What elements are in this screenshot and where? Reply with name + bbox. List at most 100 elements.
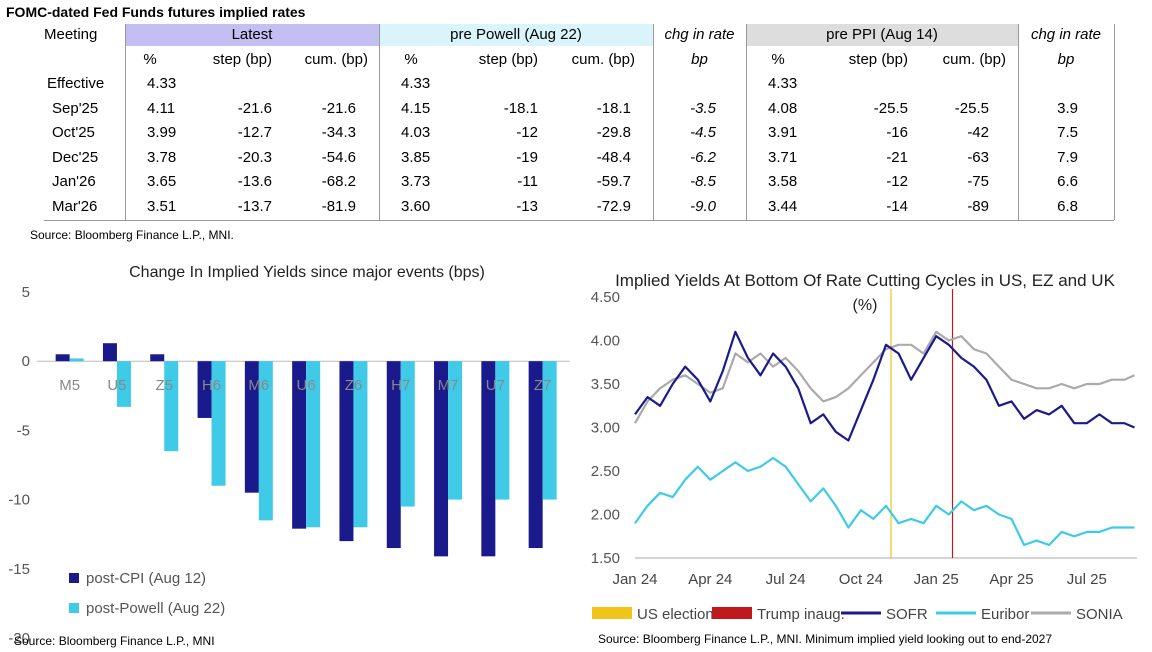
legend-swatch bbox=[69, 573, 79, 583]
table-cell: -18.1 bbox=[596, 99, 631, 117]
column-header: % bbox=[771, 51, 785, 68]
table-cell: -12 bbox=[516, 124, 538, 141]
table-cell: 4.08 bbox=[768, 99, 798, 117]
column-header: bp bbox=[691, 51, 708, 68]
table-cell: -4.5 bbox=[690, 124, 716, 141]
x-tick-label: Oct 24 bbox=[839, 571, 883, 588]
y-tick-label: 4.50 bbox=[591, 289, 620, 306]
line-chart: Implied Yields At Bottom Of Rate Cutting… bbox=[591, 271, 1137, 623]
x-tick-label: H6 bbox=[202, 377, 221, 394]
bar bbox=[528, 361, 543, 549]
table-cell: -81.9 bbox=[321, 197, 356, 215]
x-tick-label: Apr 25 bbox=[989, 571, 1033, 588]
table-cell: 3.85 bbox=[401, 148, 431, 166]
line-chart-title: Implied Yields At Bottom Of Rate Cutting… bbox=[615, 271, 1115, 290]
x-tick-label: M7 bbox=[438, 377, 459, 394]
bar bbox=[434, 361, 449, 557]
bar bbox=[69, 358, 84, 362]
table-cell: -8.5 bbox=[690, 173, 716, 190]
table-cell: 3.78 bbox=[147, 148, 177, 166]
legend-swatch bbox=[592, 607, 632, 619]
y-tick-label: 2.50 bbox=[591, 463, 620, 480]
column-header: cum. (bp) bbox=[304, 51, 368, 68]
y-tick-label: 2.00 bbox=[591, 507, 620, 524]
legend-label: SONIA bbox=[1076, 606, 1123, 623]
y-tick-label: 4.00 bbox=[591, 333, 620, 350]
column-header: cum. (bp) bbox=[942, 51, 1006, 68]
y-tick-label: -5 bbox=[17, 422, 30, 439]
legend-label: post-Powell (Aug 22) bbox=[86, 600, 225, 617]
row-meeting: Oct'25 bbox=[52, 124, 95, 141]
x-tick-label: Z7 bbox=[534, 377, 552, 394]
table-cell: -72.9 bbox=[596, 197, 631, 215]
legend-label: US election bbox=[637, 606, 714, 623]
table-cell: 3.44 bbox=[768, 197, 798, 215]
bar bbox=[400, 361, 415, 507]
table-cell: -14 bbox=[886, 197, 908, 215]
x-tick-label: Jul 24 bbox=[766, 571, 806, 588]
column-header: cum. (bp) bbox=[571, 51, 635, 68]
y-tick-label: -20 bbox=[8, 630, 30, 647]
bar bbox=[197, 361, 212, 418]
line-chart-source: Source: Bloomberg Finance L.P., MNI. Min… bbox=[598, 632, 1053, 646]
series-line bbox=[634, 456, 1135, 547]
column-header: % bbox=[143, 51, 157, 68]
x-tick-label: Jul 25 bbox=[1067, 571, 1107, 588]
x-tick-label: Z6 bbox=[345, 377, 363, 394]
table-cell: -18.1 bbox=[503, 99, 538, 117]
x-tick-label: M5 bbox=[59, 377, 80, 394]
y-tick-label: 3.00 bbox=[591, 420, 620, 437]
bar bbox=[102, 343, 117, 362]
y-tick-label: -15 bbox=[8, 561, 30, 578]
x-tick-label: U6 bbox=[297, 377, 316, 394]
x-tick-label: Apr 24 bbox=[688, 571, 732, 588]
table-cell: -48.4 bbox=[596, 148, 631, 166]
bar-chart-title: Change In Implied Yields since major eve… bbox=[129, 264, 485, 281]
table-cell: -89 bbox=[967, 197, 989, 215]
table-cell: -59.7 bbox=[596, 173, 631, 190]
separator bbox=[746, 24, 747, 220]
bar bbox=[258, 361, 273, 521]
separator bbox=[379, 24, 380, 220]
column-header: % bbox=[404, 51, 418, 68]
table-cell: -29.8 bbox=[596, 124, 631, 141]
table-cell: -12.7 bbox=[237, 124, 272, 141]
bar bbox=[353, 361, 368, 528]
legend-swatch bbox=[712, 607, 752, 619]
row-meeting: Mar'26 bbox=[52, 197, 98, 215]
group-header-prepowell: pre Powell (Aug 22) bbox=[450, 26, 582, 43]
table-cell: 3.58 bbox=[768, 173, 798, 190]
bar bbox=[339, 361, 354, 542]
table-cell: 3.71 bbox=[768, 148, 798, 166]
legend-label: post-CPI (Aug 12) bbox=[86, 570, 206, 587]
y-tick-label: 5 bbox=[22, 284, 30, 301]
table-cell: 4.33 bbox=[401, 75, 431, 92]
row-meeting: Dec'25 bbox=[52, 148, 99, 166]
table-cell: -25.5 bbox=[954, 99, 989, 117]
series-line bbox=[634, 330, 1135, 442]
table-cell: 4.15 bbox=[401, 99, 431, 117]
separator bbox=[1114, 24, 1115, 220]
column-header: bp bbox=[1057, 51, 1075, 68]
column-header: step (bp) bbox=[848, 51, 908, 68]
table-cell: 6.8 bbox=[1057, 197, 1078, 215]
bar bbox=[386, 361, 401, 549]
table-cell: 3.51 bbox=[147, 197, 177, 215]
table-cell: -12 bbox=[886, 173, 908, 190]
table-title: FOMC-dated Fed Funds futures implied rat… bbox=[6, 4, 306, 20]
legend-label: Euribor bbox=[981, 606, 1029, 623]
table-source: Source: Bloomberg Finance L.P., MNI. bbox=[30, 228, 234, 242]
bar bbox=[244, 361, 259, 493]
table-cell: -13 bbox=[516, 197, 538, 215]
table-cell: -11 bbox=[517, 173, 538, 190]
group-header-chg1: chg in rate bbox=[664, 26, 735, 43]
column-header: step (bp) bbox=[478, 51, 538, 68]
table-cell: -20.3 bbox=[237, 148, 272, 166]
meeting-header: Meeting bbox=[44, 26, 98, 43]
bar bbox=[164, 361, 179, 452]
table-cell: -6.2 bbox=[690, 148, 716, 166]
column-header: step (bp) bbox=[212, 51, 272, 68]
row-meeting: Sep'25 bbox=[52, 99, 99, 117]
bar bbox=[55, 354, 70, 362]
bar bbox=[495, 361, 510, 500]
